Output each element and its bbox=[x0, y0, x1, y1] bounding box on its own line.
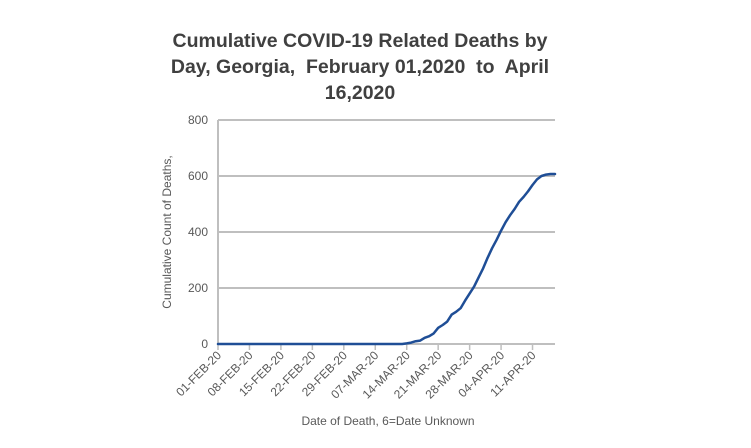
x-axis-label: Date of Death, 6=Date Unknown bbox=[301, 414, 474, 428]
series bbox=[216, 172, 557, 346]
y-axis-label: Cumulative Count of Deaths, bbox=[160, 155, 174, 308]
gridlines bbox=[218, 119, 555, 289]
y-tick-labels: 0 200 400 600 800 bbox=[188, 113, 208, 351]
y-tick-label: 200 bbox=[188, 281, 208, 295]
y-tick-label: 800 bbox=[188, 113, 208, 127]
series-line-0 bbox=[216, 172, 557, 346]
chart-title-line-2: Day, Georgia, February 01,2020 to April bbox=[170, 56, 550, 78]
x-tick-labels: 01-FEB-2008-FEB-2015-FEB-2022-FEB-2029-F… bbox=[173, 348, 539, 402]
y-tick-label: 0 bbox=[201, 337, 208, 351]
chart-title: Cumulative COVID-19 Related Deaths by Da… bbox=[150, 28, 570, 106]
chart-title-line-1: Cumulative COVID-19 Related Deaths by bbox=[172, 30, 548, 52]
chart-title-line-3: 16,2020 bbox=[324, 82, 396, 104]
y-tick-label: 600 bbox=[188, 169, 208, 183]
y-tick-label: 400 bbox=[188, 225, 208, 239]
axes bbox=[217, 120, 555, 350]
